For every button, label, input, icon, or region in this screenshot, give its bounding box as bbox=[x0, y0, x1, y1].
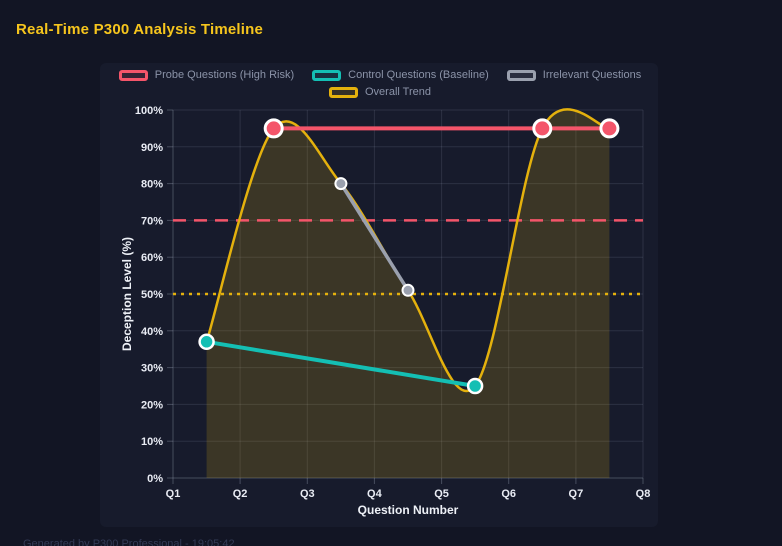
x-tick-label: Q1 bbox=[166, 488, 181, 500]
y-tick-label: 30% bbox=[141, 363, 163, 375]
x-axis-title: Question Number bbox=[358, 503, 459, 517]
x-tick-label: Q5 bbox=[434, 488, 449, 500]
y-tick-label: 80% bbox=[141, 179, 163, 191]
legend-item-irrelevant[interactable]: Irrelevant Questions bbox=[506, 69, 642, 81]
legend-label-probe: Probe Questions (High Risk) bbox=[154, 69, 295, 81]
irrelevant-point[interactable] bbox=[401, 283, 415, 297]
y-axis-title: Deception Level (%) bbox=[120, 237, 134, 351]
legend-item-probe[interactable]: Probe Questions (High Risk) bbox=[118, 69, 295, 81]
legend-swatch-probe bbox=[118, 69, 148, 81]
x-tick-label: Q3 bbox=[300, 488, 315, 500]
irrelevant-point[interactable] bbox=[334, 177, 348, 191]
x-tick-label: Q4 bbox=[367, 488, 383, 500]
probe-point[interactable] bbox=[263, 118, 284, 139]
y-tick-label: 70% bbox=[141, 215, 163, 227]
legend-swatch-trend bbox=[328, 86, 358, 98]
legend-item-trend[interactable]: Overall Trend bbox=[328, 86, 432, 98]
y-tick-label: 90% bbox=[141, 142, 163, 154]
x-tick-label: Q6 bbox=[501, 488, 516, 500]
y-tick-label: 20% bbox=[141, 399, 163, 411]
control-line bbox=[204, 339, 478, 388]
footer-note: Generated by P300 Professional - 19:05:4… bbox=[23, 538, 235, 546]
y-tick-label: 100% bbox=[135, 105, 163, 117]
irrelevant-line bbox=[339, 181, 410, 293]
control-point[interactable] bbox=[466, 377, 484, 395]
legend-label-trend: Overall Trend bbox=[364, 86, 432, 98]
legend-swatch-control bbox=[312, 69, 342, 81]
chart-legend: Probe Questions (High Risk) Control Quest… bbox=[110, 69, 650, 98]
x-tick-label: Q2 bbox=[233, 488, 248, 500]
y-tick-label: 40% bbox=[141, 326, 163, 338]
page-title: Real-Time P300 Analysis Timeline bbox=[16, 21, 264, 38]
y-tick-label: 10% bbox=[141, 436, 163, 448]
legend-swatch-irrelevant bbox=[506, 69, 536, 81]
x-tick-label: Q8 bbox=[636, 488, 651, 500]
y-tick-label: 0% bbox=[147, 473, 163, 485]
legend-item-control[interactable]: Control Questions (Baseline) bbox=[312, 69, 489, 81]
probe-point[interactable] bbox=[599, 118, 620, 139]
x-tick-label: Q7 bbox=[569, 488, 584, 500]
legend-label-irrelevant: Irrelevant Questions bbox=[542, 69, 642, 81]
y-tick-label: 50% bbox=[141, 289, 163, 301]
legend-label-control: Control Questions (Baseline) bbox=[348, 69, 489, 81]
probe-point[interactable] bbox=[532, 118, 553, 139]
y-tick-label: 60% bbox=[141, 252, 163, 264]
control-point[interactable] bbox=[198, 333, 215, 351]
